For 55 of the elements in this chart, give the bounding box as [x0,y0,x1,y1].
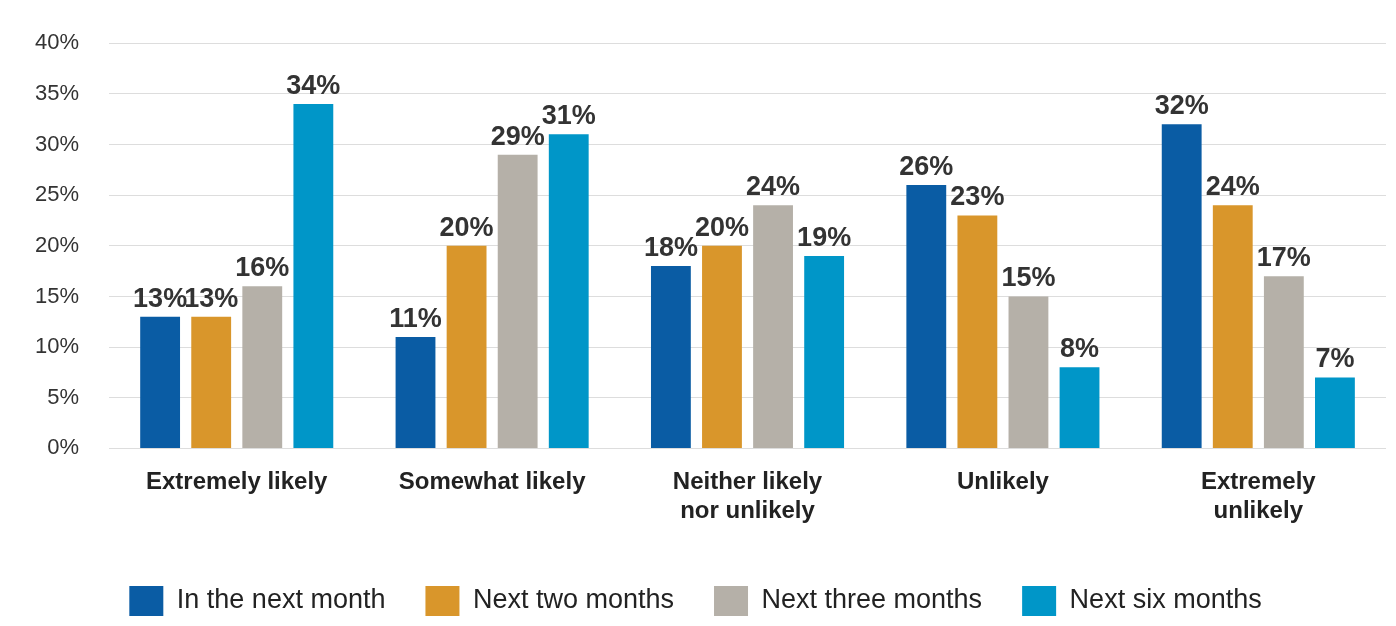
bar [293,103,334,448]
bar [753,205,793,448]
y-tick-label: 15% [34,282,80,308]
legend-label: Next two months [472,584,675,615]
bar [1263,276,1304,448]
y-tick-label: 10% [34,333,80,359]
data-label: 11% [389,302,442,333]
bar [702,245,742,448]
bar [548,134,589,448]
y-tick-label: 30% [34,130,80,156]
bar [140,316,181,448]
data-label: 13% [133,282,188,313]
bar [804,255,845,448]
data-label: 26% [899,150,954,181]
bar [650,266,691,448]
bar [957,215,998,448]
y-tick-label: 20% [34,231,80,257]
bar [395,336,436,448]
bar [497,154,538,448]
bar [1008,296,1049,448]
data-label: 31% [541,100,596,131]
y-tick-label: 25% [34,181,80,207]
y-tick-label: 0% [47,434,80,460]
y-tick-label: 35% [34,79,80,105]
data-label: 23% [950,181,1005,212]
data-label: 34% [286,69,341,100]
legend-label: Next three months [761,584,983,615]
y-tick-label: 5% [47,383,80,409]
legend-label: Next six months [1069,584,1262,615]
data-label: 32% [1154,90,1209,121]
x-tick-label: Extremely unlikely [1200,467,1317,524]
x-tick-label: Neither likely nor unlikely [672,467,823,524]
data-label: 24% [746,171,801,202]
bar [1212,205,1253,448]
x-tick-label: Unlikely [956,467,1050,495]
bar [1059,367,1100,448]
data-label: 17% [1256,242,1311,273]
y-tick-label: 40% [34,29,80,55]
data-label: 16% [235,252,290,283]
bar [906,185,947,448]
data-label: 19% [797,221,852,252]
data-label: 20% [439,211,494,242]
x-tick-label: Extremely likely [146,467,329,495]
bar [1315,377,1355,448]
bar [242,286,283,448]
x-tick-label: Somewhat likely [398,467,587,495]
legend-label: In the next month [176,584,386,615]
data-label: 8% [1060,333,1100,364]
bar [446,245,487,448]
data-label: 24% [1205,171,1260,202]
data-label: 20% [694,211,749,242]
bar [191,316,232,448]
data-label: 15% [1001,262,1056,293]
bar [1161,124,1202,448]
data-label: 7% [1315,343,1355,374]
